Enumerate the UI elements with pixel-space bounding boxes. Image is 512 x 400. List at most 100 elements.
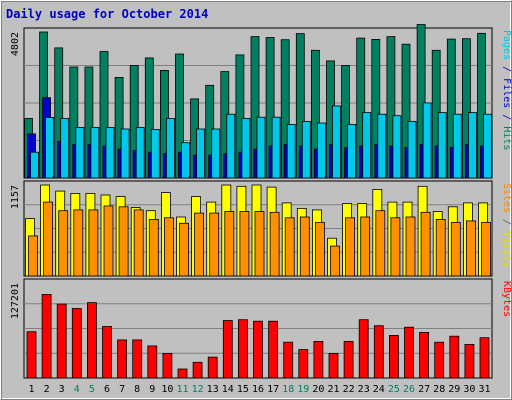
x-tick-label-15: 15 [237,384,249,395]
bar-kbytes-day-30 [464,343,475,379]
legend-part-4: Hits [501,126,512,150]
bar-kbytes-day-27 [419,331,430,379]
x-tick-label-2: 2 [44,384,50,395]
x-tick-label-28: 28 [433,384,445,395]
series-pages [30,102,492,179]
bar-kbytes-day-7 [117,339,127,379]
bar-kbytes-day-31 [479,337,490,379]
bar-pages-day-16 [256,116,266,179]
bar-pages-day-22 [347,124,357,179]
bar-kbytes-day-19 [298,349,309,379]
bar-sites-day-1 [28,235,38,277]
bar-kbytes-day-14 [222,320,233,379]
bar-sites-day-22 [345,217,356,277]
bar-sites-day-23 [360,216,371,277]
bar-kbytes-day-12 [192,361,203,379]
x-tick-label-23: 23 [358,384,370,395]
bar-kbytes-day-28 [434,341,445,379]
x-tick-label-18: 18 [282,384,294,395]
legend-part-0: KBytes [501,281,512,317]
bar-pages-day-11 [181,142,190,179]
series-kbytes [26,293,490,379]
bar-kbytes-day-26 [404,326,414,379]
bar-sites-day-21 [330,245,340,277]
legend-part-1: / [501,213,512,231]
bar-sites-day-7 [118,206,129,277]
bar-kbytes-day-6 [102,326,112,379]
x-tick-label-20: 20 [312,384,324,395]
bar-kbytes-day-20 [313,340,324,379]
bar-pages-day-29 [452,113,462,179]
x-tick-label-26: 26 [403,384,415,395]
bar-sites-day-14 [224,211,235,277]
panel-mid-ymax-label: 1157 [10,185,21,209]
bar-pages-day-18 [286,124,296,179]
x-tick-label-9: 9 [149,384,155,395]
bar-kbytes-day-5 [87,302,97,379]
bar-sites-day-16 [254,211,265,277]
chart-panels: 4802 Pages / Files / Hits 1157 Sites / Visi… [10,24,512,379]
x-tick-label-8: 8 [134,384,140,395]
bar-sites-day-10 [163,217,174,277]
x-tick-label-27: 27 [418,384,430,395]
x-tick-label-30: 30 [463,384,475,395]
bar-sites-day-6 [103,205,114,277]
bar-sites-day-29 [450,222,461,277]
chart-title: Daily usage for October 2014 [6,7,208,21]
bar-pages-day-12 [196,128,206,179]
bar-pages-day-30 [467,112,477,179]
bar-pages-day-17 [271,116,281,179]
bar-pages-day-10 [165,118,175,179]
bar-sites-day-5 [88,209,99,277]
panel-top-ymax-label: 4802 [10,32,21,56]
bar-sites-day-13 [209,212,220,277]
legend-part-0: Pages [501,30,512,60]
bar-kbytes-day-13 [207,356,218,379]
bar-kbytes-day-2 [41,293,52,379]
bar-kbytes-day-1 [26,331,37,379]
x-tick-label-19: 19 [297,384,309,395]
bar-pages-day-27 [422,102,432,179]
x-tick-label-10: 10 [161,384,173,395]
bar-pages-day-28 [437,112,447,179]
x-tick-label-6: 6 [104,384,110,395]
bar-sites-day-18 [284,217,295,277]
bar-pages-day-19 [301,121,311,179]
bar-kbytes-day-29 [449,335,460,379]
bar-pages-day-31 [483,113,492,179]
bar-kbytes-day-23 [358,319,369,379]
legend-part-2: Files [501,78,512,108]
legend-part-3: / [501,108,512,126]
x-tick-label-31: 31 [478,384,490,395]
bar-kbytes-day-21 [328,352,339,379]
x-tick-label-1: 1 [28,384,34,395]
bar-kbytes-day-11 [177,368,188,379]
bar-sites-day-24 [375,210,386,277]
bar-pages-day-5 [90,127,100,179]
bar-pages-day-23 [362,112,372,179]
bar-kbytes-day-25 [388,334,399,379]
bar-pages-day-26 [407,121,417,179]
panel-mid: 1157 Sites / Visits [10,180,512,277]
x-tick-label-13: 13 [207,384,219,395]
bar-sites-day-12 [194,212,205,277]
panel-mid-legend: Sites / Visits [501,183,512,267]
bar-kbytes-day-3 [56,303,67,379]
bar-sites-day-19 [299,216,310,277]
bar-pages-day-25 [392,115,402,179]
x-tick-label-4: 4 [74,384,80,395]
bar-pages-day-2 [45,117,54,179]
bar-pages-day-8 [135,127,145,179]
bar-kbytes-day-9 [147,345,158,379]
bar-pages-day-9 [150,128,160,179]
legend-part-1: / [501,60,512,78]
bar-sites-day-2 [43,201,53,277]
bar-pages-day-20 [316,122,326,179]
x-tick-label-12: 12 [192,384,204,395]
bar-pages-day-3 [60,118,70,179]
bar-sites-day-15 [239,211,250,277]
x-axis: 1 2 3 4 5 6 7 8 9 10 11 12 13 14 15 16 17 18 19 20 21 22 23 24 2… [28,384,490,395]
bar-kbytes-day-4 [71,308,82,379]
